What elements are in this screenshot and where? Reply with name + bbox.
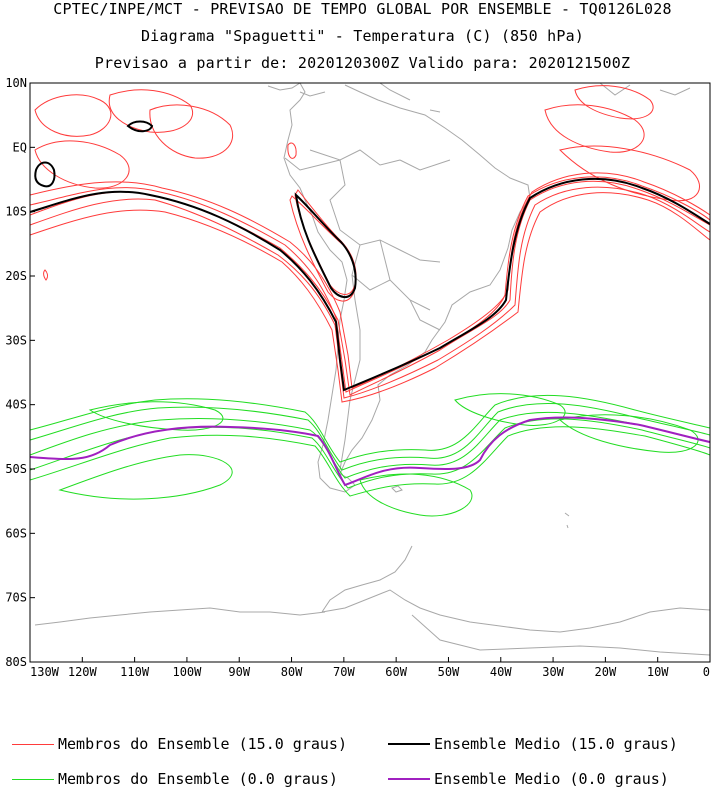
lon-tick-label: 110W — [120, 665, 150, 679]
lon-tick-label: 40W — [490, 665, 512, 679]
legend-label: Membros do Ensemble (0.0 graus) — [58, 770, 338, 788]
lon-tick-label: 120W — [68, 665, 98, 679]
latitude-axis: 10N EQ 10S 20S 30S 40S 50S 60S 70S 80S — [5, 76, 35, 669]
lat-tick-label: 10N — [5, 76, 27, 90]
lon-tick-label: 50W — [438, 665, 460, 679]
legend-swatch-green — [12, 778, 54, 780]
ensemble-mean-15-loop — [34, 161, 56, 188]
red-member-line — [108, 89, 193, 133]
red-member-line — [30, 176, 710, 393]
legend-label: Membros do Ensemble (15.0 graus) — [58, 735, 347, 753]
lat-tick-label: 10S — [5, 205, 27, 219]
map-frame — [29, 82, 711, 663]
legend-label: Ensemble Medio (15.0 graus) — [434, 735, 678, 753]
lon-tick-label: 80W — [281, 665, 303, 679]
green-member-line — [30, 411, 710, 479]
legend-item-red-members: Membros do Ensemble (15.0 graus) — [12, 735, 347, 753]
red-member-line — [30, 192, 710, 403]
lon-tick-label: 130W — [30, 665, 60, 679]
falkland-islands — [391, 485, 403, 493]
green-member-line — [359, 473, 473, 517]
green-member-line — [558, 414, 699, 453]
lon-tick-label: 100W — [172, 665, 202, 679]
weddell-sea-coastline — [411, 614, 710, 656]
legend-swatch-purple — [388, 778, 430, 780]
lat-tick-label: 40S — [5, 398, 27, 412]
red-ensemble-members — [30, 85, 710, 403]
lon-tick-label: 0 — [703, 665, 710, 679]
legend-label: Ensemble Medio (0.0 graus) — [434, 770, 669, 788]
lon-tick-label: 30W — [542, 665, 564, 679]
lon-tick-label: 70W — [333, 665, 355, 679]
lat-tick-label: 50S — [5, 462, 27, 476]
red-member-line — [30, 180, 710, 396]
red-member-line — [30, 186, 710, 399]
ensemble-mean-15-line — [30, 177, 710, 392]
lat-tick-label: 30S — [5, 333, 27, 347]
lon-tick-label: 20W — [595, 665, 617, 679]
green-member-line — [88, 401, 224, 431]
forecast-validity: Previsao a partir de: 2020120300Z Valido… — [94, 54, 631, 72]
red-member-line — [34, 94, 112, 137]
lat-tick-label: EQ — [13, 140, 27, 154]
ensemble-mean-15-loop — [126, 120, 154, 133]
legend-swatch-black — [388, 743, 430, 745]
lon-tick-label: 90W — [228, 665, 250, 679]
red-member-line — [287, 142, 297, 159]
green-member-line — [30, 394, 710, 463]
lat-tick-label: 20S — [5, 269, 27, 283]
green-ensemble-members — [30, 393, 710, 517]
legend-swatch-red — [12, 743, 54, 745]
red-member-line — [574, 85, 654, 120]
red-member-line — [30, 172, 710, 389]
antarctic-peninsula-coastline — [34, 545, 710, 633]
longitude-axis: 130W 120W 110W 100W 90W 80W 70W 60W 50W 40W 30W 20W… — [29, 657, 711, 679]
lon-tick-label: 60W — [385, 665, 407, 679]
coastline-layer — [34, 83, 710, 656]
spaghetti-map: 10N EQ 10S 20S 30S 40S 50S 60S 70S 80S 130W 120W 11… — [5, 76, 711, 679]
red-member-line — [34, 140, 130, 189]
north-coast-details — [379, 83, 691, 113]
green-member-line — [58, 454, 233, 500]
central-america-coastline — [267, 83, 326, 97]
lat-tick-label: 60S — [5, 526, 27, 540]
ensemble-mean-0-line — [30, 416, 710, 487]
legend-item-green-members: Membros do Ensemble (0.0 graus) — [12, 770, 338, 788]
lon-tick-label: 10W — [647, 665, 669, 679]
legend-item-purple-mean: Ensemble Medio (0.0 graus) — [388, 770, 669, 788]
red-member-line — [544, 104, 645, 153]
red-member-line — [559, 145, 700, 202]
ensemble-mean-15-loop — [294, 192, 357, 298]
red-member-line — [149, 104, 233, 159]
green-member-line — [454, 393, 566, 426]
country-borders — [284, 149, 451, 471]
map-area — [30, 83, 710, 656]
south-georgia-island — [564, 512, 570, 529]
green-member-line — [30, 402, 710, 471]
chart-subtitle: Diagrama "Spaguetti" - Temperatura (C) (… — [140, 27, 585, 45]
lat-tick-label: 70S — [5, 591, 27, 605]
chart-title: CPTEC/INPE/MCT - PREVISAO DE TEMPO GLOBA… — [53, 0, 672, 18]
green-member-line — [30, 426, 710, 497]
lat-tick-label: 80S — [5, 655, 27, 669]
legend-item-black-mean: Ensemble Medio (15.0 graus) — [388, 735, 678, 753]
red-member-line — [43, 269, 49, 281]
